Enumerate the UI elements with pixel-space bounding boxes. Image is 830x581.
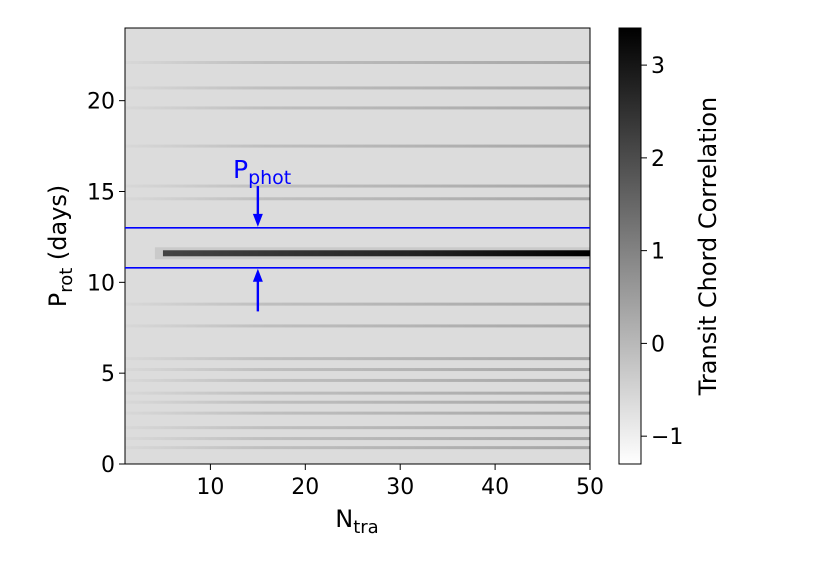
y-tick-label: 15 xyxy=(87,181,115,206)
heatmap-band xyxy=(125,86,590,90)
heatmap-band xyxy=(125,61,590,65)
heatmap-band xyxy=(125,357,590,361)
colorbar-tick-label: 3 xyxy=(651,54,665,79)
heatmap-background xyxy=(125,28,590,464)
y-axis-label-unit: (days) xyxy=(44,185,72,268)
heatmap-band xyxy=(125,378,590,382)
y-tick-label: 20 xyxy=(87,90,115,115)
heatmap-band xyxy=(125,324,590,328)
y-axis-label-main: P xyxy=(44,293,72,307)
x-tick-label: 10 xyxy=(196,475,224,500)
heatmap-band xyxy=(125,184,590,188)
x-axis-label: Ntra xyxy=(335,505,378,538)
y-tick-label: 0 xyxy=(101,453,115,478)
y-axis-label: Prot (days) xyxy=(44,185,77,308)
colorbar-tick-label: 1 xyxy=(651,240,665,265)
x-axis-label-main: N xyxy=(335,505,353,533)
pphot-label-sub: phot xyxy=(248,167,291,189)
arrow-down-head-icon xyxy=(252,213,263,227)
colorbar-tick-label: 2 xyxy=(651,147,665,172)
x-tick-label: 50 xyxy=(576,475,604,500)
heatmap-band xyxy=(125,391,590,395)
x-axis-ticks: 10 20 30 40 50 xyxy=(196,464,604,500)
colorbar-gradient xyxy=(618,27,642,465)
heatmap-band xyxy=(125,426,590,430)
heatmap-band xyxy=(125,197,590,201)
colorbar-label: Transit Chord Correlation xyxy=(694,97,722,396)
y-axis-label-sub: rot xyxy=(56,268,77,293)
heatmap-band xyxy=(125,446,590,450)
x-tick-label: 40 xyxy=(481,475,509,500)
peak-streak xyxy=(162,250,591,257)
colorbar: −1 0 1 2 3 Transit Chord Correlation xyxy=(618,27,722,465)
colorbar-tick-label: −1 xyxy=(651,425,683,450)
heatmap-band xyxy=(125,411,590,415)
pphot-label-main: P xyxy=(233,155,248,184)
heatmap-band xyxy=(125,437,590,441)
heatmap-band xyxy=(125,302,590,306)
x-tick-label: 30 xyxy=(386,475,414,500)
heatmap-band xyxy=(125,144,590,148)
pphot-annotation: Pphot xyxy=(125,155,590,312)
x-tick-label: 20 xyxy=(291,475,319,500)
arrow-up-head-icon xyxy=(252,268,263,282)
x-axis-label-sub: tra xyxy=(353,517,379,538)
heatmap-band xyxy=(125,106,590,110)
heatmap-band xyxy=(125,368,590,372)
y-axis-ticks: 0 5 10 15 20 xyxy=(87,90,125,478)
y-tick-label: 5 xyxy=(101,362,115,387)
colorbar-ticks: −1 0 1 2 3 xyxy=(641,54,683,450)
heatmap-band xyxy=(125,400,590,404)
y-tick-label: 10 xyxy=(87,271,115,296)
heatmap-area xyxy=(124,27,591,465)
plot-frame xyxy=(124,27,591,465)
correlation-peak xyxy=(154,247,591,260)
colorbar-tick-label: 0 xyxy=(651,332,665,357)
heatmap-bands xyxy=(125,61,590,450)
pphot-label: Pphot xyxy=(233,155,291,189)
